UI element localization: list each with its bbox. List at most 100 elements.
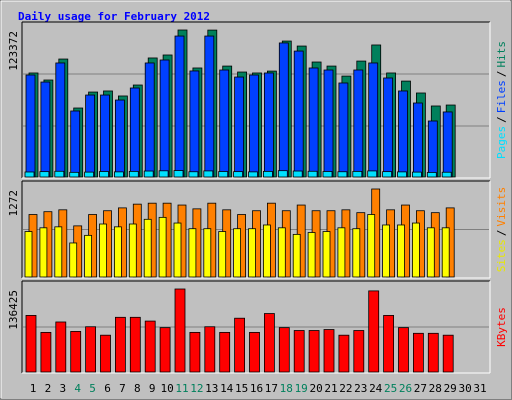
bar [114,226,122,278]
bar [84,234,92,278]
x-tick-label: 2 [45,382,52,395]
bar [114,171,124,178]
bar [353,69,364,178]
bar [352,228,361,278]
bar [174,35,185,178]
x-tick-label: 9 [149,382,156,395]
bar [323,69,334,178]
bar [249,74,259,178]
bar [40,81,51,178]
legend-entry: Hits [495,41,508,68]
bar [24,231,33,278]
x-tick-label: 6 [104,382,111,395]
bar [55,62,66,178]
bar [353,330,365,373]
bar [24,171,35,178]
x-tick-label: 31 [473,382,486,395]
bar [204,35,215,178]
x-tick-label: 26 [399,382,412,395]
legend: Pages / Files / Hits [495,41,508,159]
bar [55,321,67,373]
bar [159,59,170,178]
bar [263,72,274,178]
bar [54,170,65,178]
bar [307,232,316,278]
bar [412,332,424,373]
x-tick-label: 23 [354,382,367,395]
bar [219,69,230,178]
bar [248,228,256,278]
bar [158,216,167,278]
bar [69,171,80,178]
bar [307,170,318,178]
legend-entry: KBytes [495,307,508,347]
x-tick-label: 22 [339,382,352,395]
bar [292,233,301,278]
bar [323,329,335,373]
bar [25,315,37,373]
bar [278,42,289,178]
bar [411,171,422,178]
bar [39,227,48,278]
bar [144,62,155,178]
bar [129,87,140,178]
legend-entry: Pages [495,126,508,159]
bar [143,170,154,178]
bar [412,102,423,178]
x-tick-label: 13 [205,382,218,395]
bar [427,120,438,178]
bar [382,224,391,278]
y-tick-label: 136425 [7,290,20,330]
bar [234,317,246,373]
bar [158,170,169,178]
chart-title: Daily usage for February 2012 [18,10,210,23]
bar [174,288,186,373]
x-tick-label: 15 [235,382,248,395]
bar [398,327,409,373]
bar [383,315,395,373]
x-tick-label: 3 [59,382,66,395]
bar [233,171,244,178]
legend-separator: / [495,71,508,78]
bar [441,227,450,278]
bar [218,231,227,278]
bar [442,111,453,178]
legend-entry: Visits [495,187,508,227]
bar [85,326,96,373]
bar [70,110,81,178]
x-tick-label: 7 [119,382,126,395]
bar [367,214,376,278]
bar [322,171,333,178]
bar [189,70,200,178]
bar [173,222,182,278]
x-tick-label: 20 [309,382,322,395]
bar [397,171,407,178]
legend-entry: Files [495,80,508,113]
legend-separator: / [495,230,508,237]
bar [115,99,125,178]
bar [338,334,350,373]
x-tick-label: 12 [190,382,203,395]
bar [293,50,304,178]
bar [159,327,171,373]
bar [39,171,50,178]
legend: KBytes [495,307,508,347]
bar [426,227,435,278]
bar [84,171,94,178]
x-tick-label: 28 [429,382,442,395]
bar [368,290,380,373]
x-tick-label: 14 [220,382,234,395]
x-tick-label: 21 [324,382,337,395]
bar [426,172,437,178]
bar [441,171,452,178]
bar [338,82,349,178]
bar [262,224,271,278]
y-tick-label: 1272 [7,190,20,217]
x-tick-label: 8 [134,382,141,395]
x-tick-label: 25 [384,382,397,395]
x-tick-label: 16 [250,382,263,395]
bar [233,228,242,278]
bar [368,62,379,178]
bar [263,313,275,373]
